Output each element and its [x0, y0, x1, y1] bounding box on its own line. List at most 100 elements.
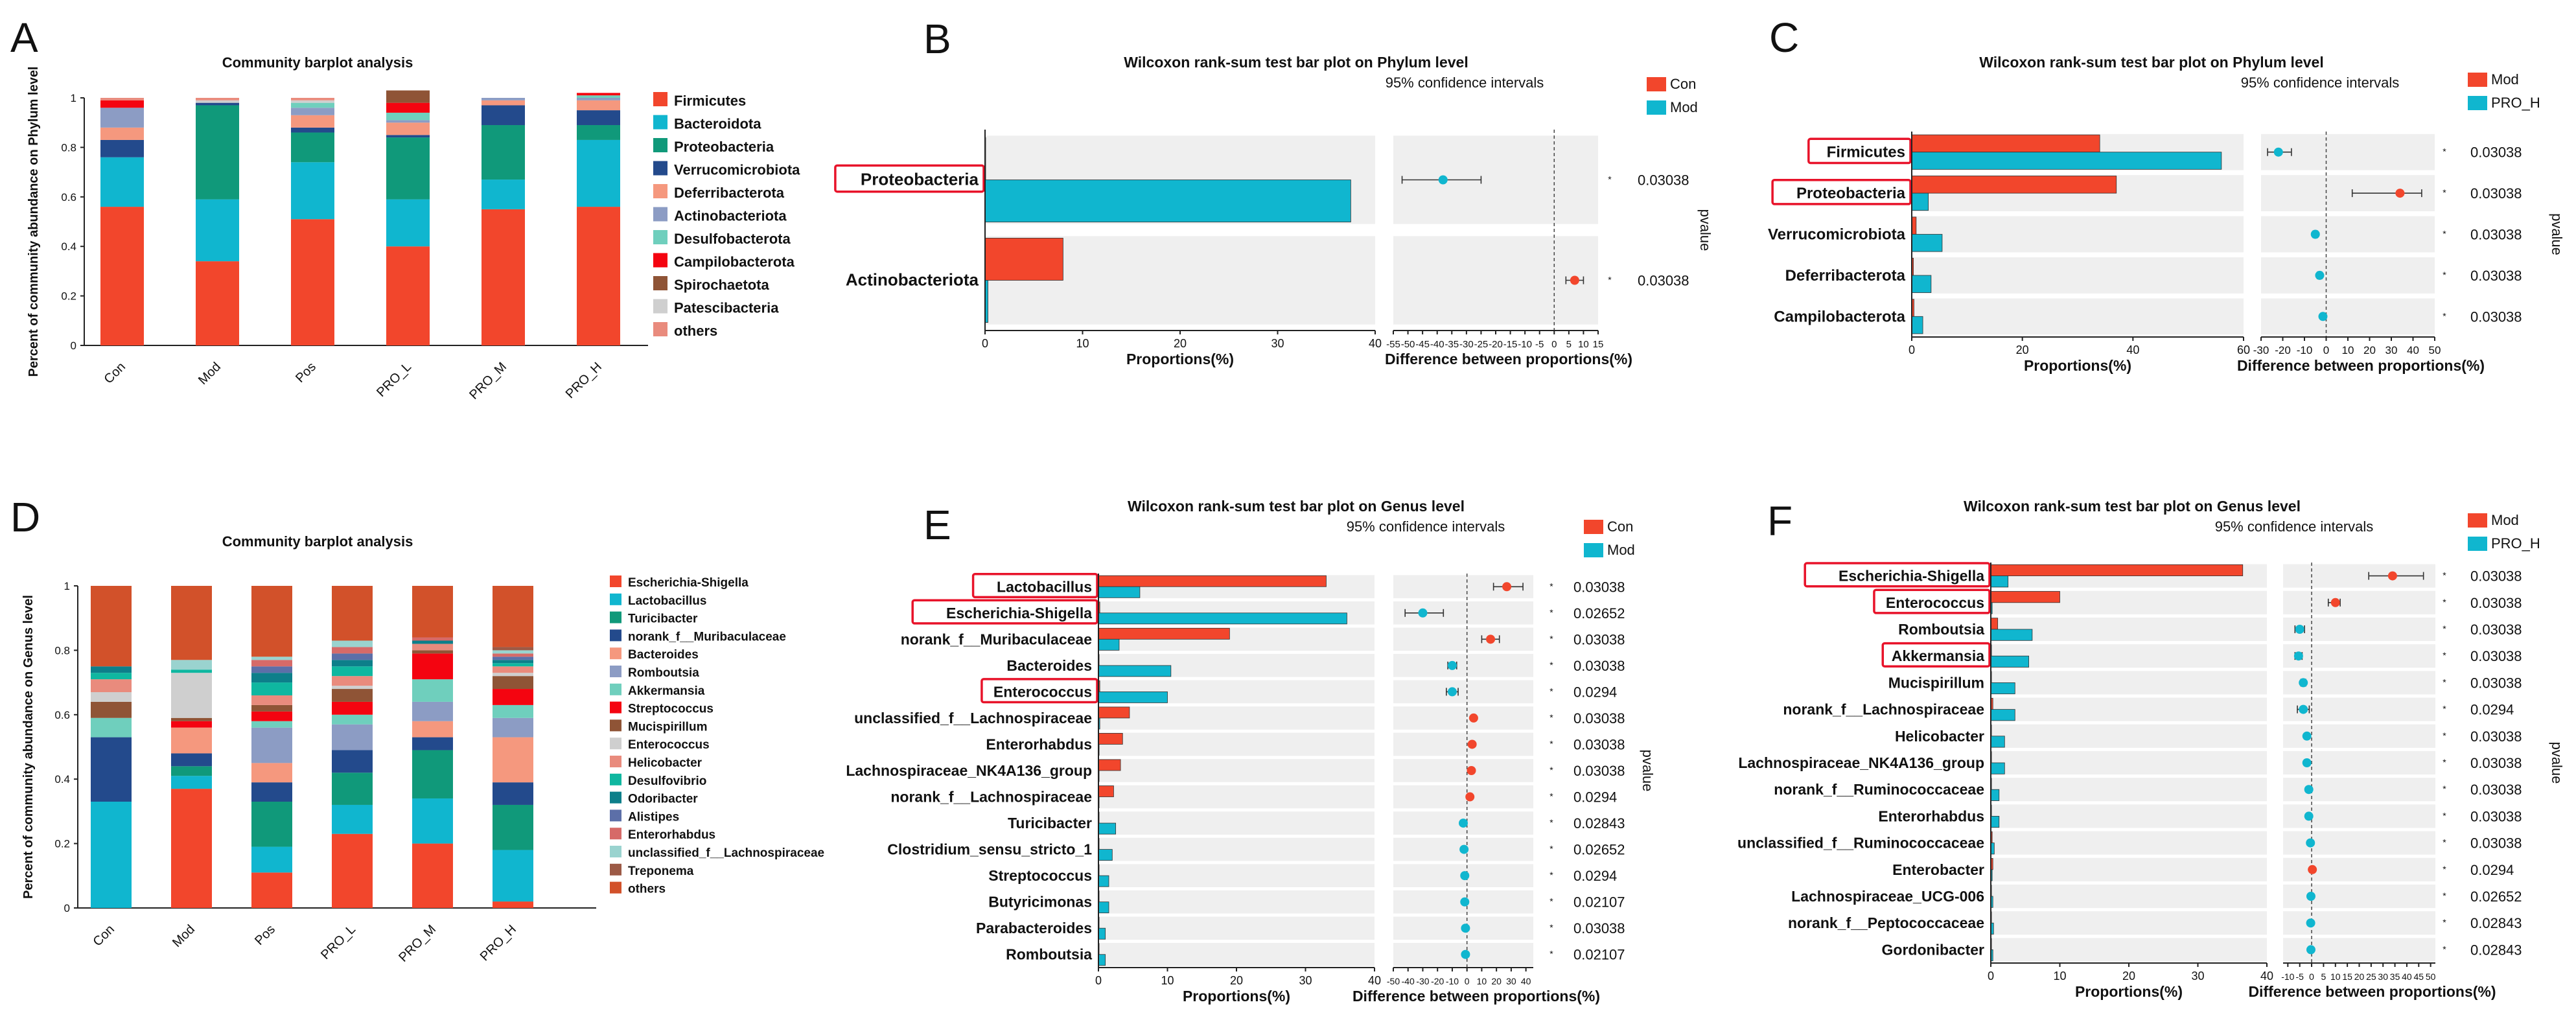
diff-row-background-F: [2283, 884, 2435, 909]
legend-swatch-A: [653, 184, 667, 198]
category-label-E: unclassified_f__Lachnospiraceae: [854, 710, 1092, 726]
y-axis-label-D: Percent of community abundance on Genus …: [21, 595, 36, 899]
stacked-segment-D: [91, 666, 132, 673]
stacked-segment-D: [412, 586, 453, 638]
stacked-segment-D: [251, 727, 292, 763]
chart-title-C: Wilcoxon rank-sum test bar plot on Phylu…: [1979, 54, 2323, 71]
p-value-E: 0.03038: [1573, 763, 1625, 779]
x-tick-label-F: 0: [1988, 970, 1994, 982]
stacked-segment-A: [482, 209, 525, 345]
row-background-C: [1912, 298, 2244, 335]
stacked-segment-D: [493, 663, 533, 667]
legend-entry-D: Enterococcus: [628, 738, 710, 752]
p-value-E: 0.03038: [1573, 631, 1625, 647]
row-background-F: [1991, 831, 2267, 855]
legend-swatch-D: [610, 647, 621, 660]
x-tick-label-F: 30: [2191, 970, 2204, 982]
significance-mark-C: *: [2443, 270, 2446, 280]
stacked-segment-D: [91, 717, 132, 738]
significance-mark-E: *: [1549, 633, 1553, 644]
stacked-segment-D: [493, 657, 533, 660]
stacked-segment-D: [412, 653, 453, 680]
category-label-F: Lachnospiraceae_NK4A136_group: [1738, 754, 1984, 771]
diff-tick-label-F: 45: [2414, 971, 2424, 982]
diff-tick-label-C: 50: [2429, 344, 2441, 356]
stacked-segment-A: [386, 137, 430, 200]
stacked-segment-D: [171, 776, 212, 789]
bar-Mod: [1098, 665, 1172, 677]
diff-tick-label-F: 30: [2378, 971, 2388, 982]
stacked-segment-A: [386, 112, 430, 121]
p-value-E: 0.02652: [1573, 605, 1625, 622]
diff-tick-label-F: 40: [2402, 971, 2412, 982]
stacked-segment-D: [332, 640, 373, 647]
diff-tick-label-B: 15: [1593, 339, 1604, 350]
legend-swatch-A: [653, 161, 667, 176]
legend-entry-D: norank_f__Muribaculaceae: [628, 630, 786, 644]
row-background-E: [1098, 732, 1375, 756]
p-value-C: 0.03038: [2470, 227, 2522, 243]
highlight-box-F: [1873, 588, 1991, 614]
p-value-E: 0.03038: [1573, 710, 1625, 726]
legend-entry-A: Campilobacterota: [674, 254, 795, 270]
difference-point-E: [1486, 634, 1496, 644]
p-value-F: 0.03038: [2470, 782, 2522, 798]
difference-point-F: [2304, 811, 2314, 821]
row-background-E: [1098, 864, 1375, 887]
difference-point-F: [2299, 678, 2308, 688]
diff-axis-label-B: Difference between proportions(%): [1385, 351, 1632, 367]
diff-tick-label-E: 0: [1465, 976, 1470, 986]
diff-tick-label-F: 50: [2426, 971, 2436, 982]
stacked-segment-A: [577, 139, 620, 207]
stacked-segment-A: [577, 207, 620, 345]
panel-letter-B: B: [923, 16, 951, 62]
stacked-segment-A: [196, 261, 239, 345]
significance-mark-F: *: [2443, 570, 2446, 581]
diff-tick-label-B: -45: [1415, 339, 1430, 350]
category-label-E: Enterorhabdus: [986, 736, 1092, 752]
row-background-E: [1098, 916, 1375, 940]
x-tick-label-C: 40: [2126, 343, 2139, 356]
legend-swatch-D: [610, 683, 621, 695]
x-tick-label-D: PRO_H: [478, 922, 519, 964]
significance-mark-F: *: [2443, 944, 2446, 954]
pvalue-axis-label-B: pvalue: [1697, 209, 1713, 251]
x-tick-label-B: 10: [1076, 337, 1089, 350]
stacked-segment-A: [100, 127, 144, 140]
legend-swatch-A: [653, 253, 667, 268]
x-tick-label-C: 0: [1909, 343, 1915, 356]
difference-point-F: [2302, 758, 2312, 767]
chart-title-D: Community barplot analysis: [222, 533, 413, 550]
stacked-segment-D: [332, 701, 373, 715]
stacked-segment-A: [196, 100, 239, 103]
diff-tick-label-F: -10: [2281, 971, 2294, 982]
legend-swatch-D: [610, 611, 621, 623]
legend-entry-D: Romboutsia: [628, 666, 699, 680]
significance-mark-E: *: [1549, 844, 1553, 854]
category-label-F: Enterorhabdus: [1878, 808, 1984, 824]
difference-point-E: [1460, 871, 1470, 881]
stacked-segment-A: [291, 132, 334, 163]
diff-tick-label-E: -50: [1387, 976, 1400, 986]
legend-swatch-B: [1647, 100, 1666, 115]
stacked-segment-D: [332, 750, 373, 773]
p-value-B: 0.03038: [1638, 273, 1689, 289]
category-label-E: Enterococcus: [993, 683, 1092, 700]
x-axis-label-F: Proportions(%): [2075, 983, 2183, 1000]
difference-point-E: [1465, 792, 1475, 802]
stacked-segment-A: [100, 157, 144, 207]
legend-swatch-F: [2468, 513, 2487, 528]
stacked-segment-D: [91, 737, 132, 802]
difference-point-C: [2395, 189, 2405, 198]
diff-tick-label-F: -5: [2295, 971, 2304, 982]
row-background-F: [1991, 804, 2267, 828]
diff-row-background-F: [2283, 857, 2435, 881]
difference-point-E: [1459, 819, 1468, 828]
stacked-segment-D: [251, 695, 292, 705]
legend-entry-D: Streptococcus: [628, 703, 714, 716]
significance-mark-F: *: [2443, 597, 2446, 607]
legend-swatch-D: [610, 701, 621, 714]
x-tick-label-F: 40: [2260, 970, 2273, 982]
y-tick-label-A: 0: [71, 340, 76, 352]
legend-swatch-D: [610, 593, 621, 605]
